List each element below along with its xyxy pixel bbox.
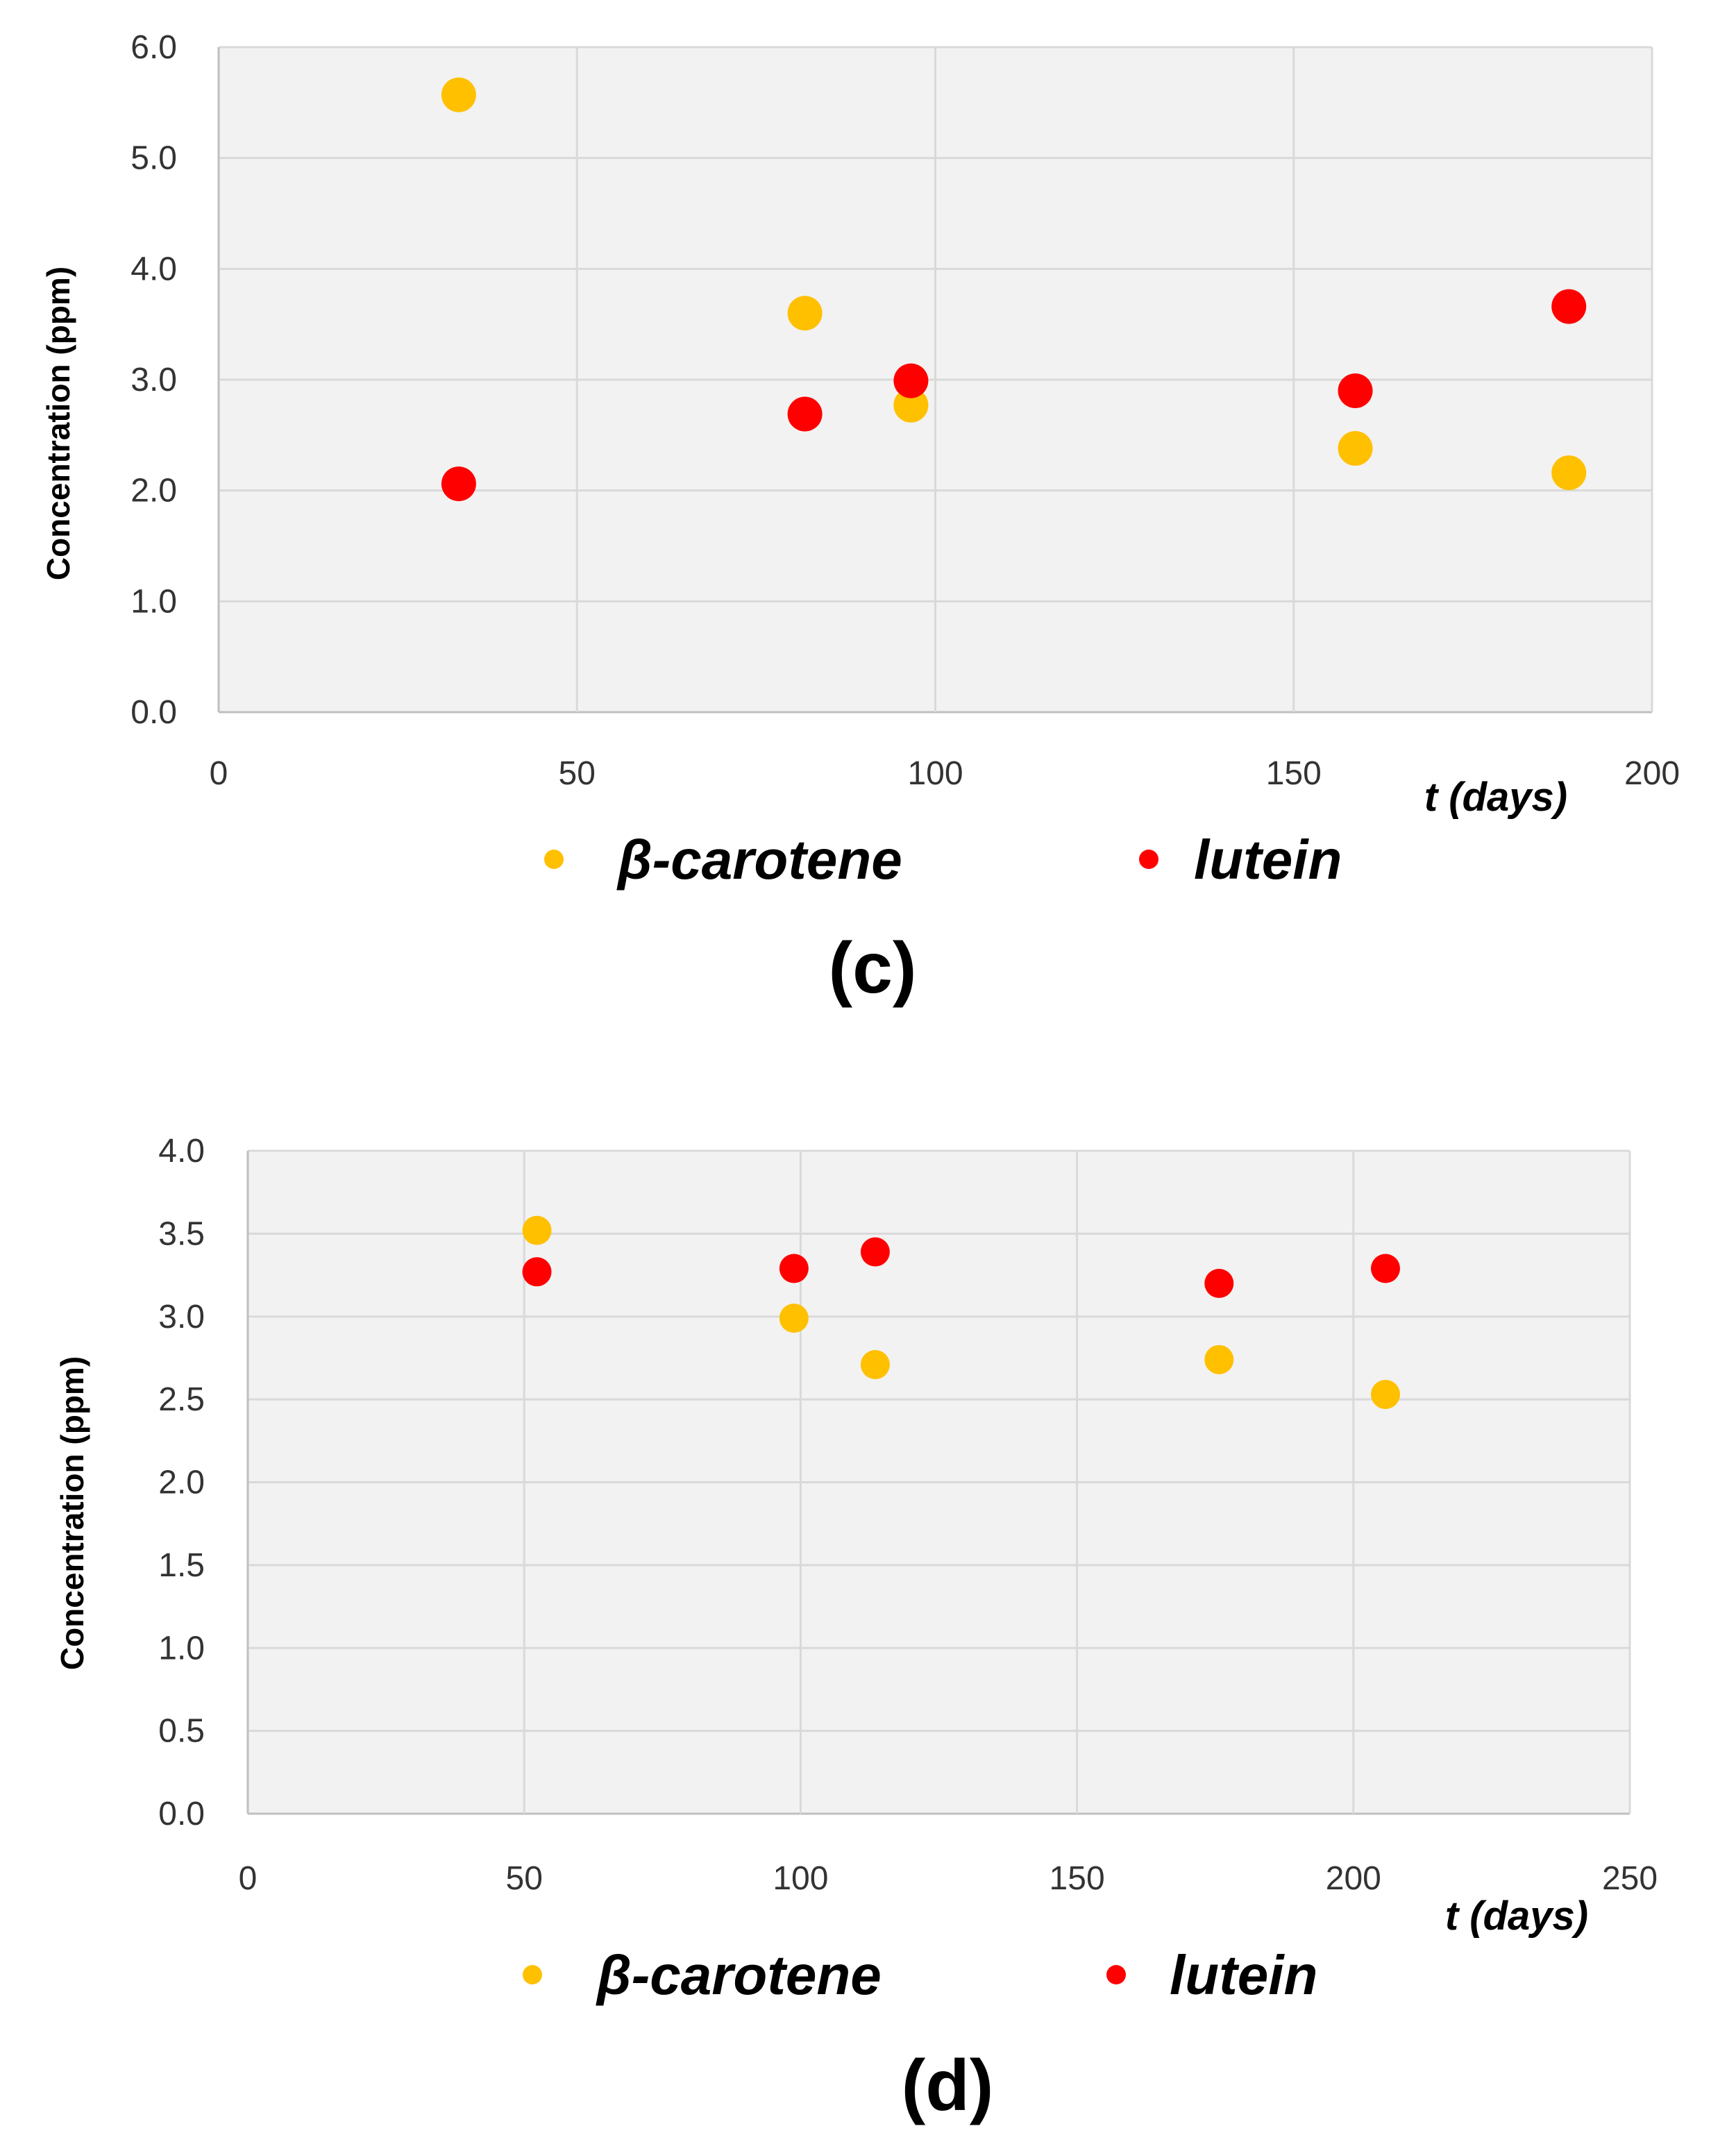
legend-entry: lutein [1194,829,1342,891]
y-tick-label: 3.5 [158,1215,205,1252]
legend-marker [544,850,564,869]
x-tick-label: 50 [559,755,596,792]
y-tick-label: 2.0 [130,473,177,509]
series-beta-carotene [522,1215,1400,1409]
y-axis-title: Concentration (ppm) [54,1356,90,1670]
y-tick-label: 2.5 [158,1381,205,1418]
legend-entry: β-carotene [616,829,902,891]
panel-label: (d) [902,2046,994,2126]
y-tick-label: 4.0 [158,1133,205,1170]
data-point [1370,1379,1400,1409]
y-tick-label: 5.0 [130,140,177,177]
data-point [1338,373,1373,408]
data-point [1551,455,1587,491]
y-tick-label: 1.5 [158,1547,205,1584]
data-point [860,1237,890,1267]
legend-entry: β-carotene [596,1944,882,2006]
x-tick-label: 150 [1266,755,1322,792]
data-point [779,1304,809,1333]
x-tick-label: 250 [1602,1860,1658,1897]
y-tick-label: 6.0 [130,29,177,66]
y-tick-label: 0.0 [130,694,177,731]
legend-marker [1139,850,1158,869]
data-point [779,1254,809,1283]
data-point [787,296,823,331]
chart-panel-1: 0.0 0.5 1.0 1.5 2.0 2.5 3.0 3.5 4.0 0 50 100 150 200 2… [54,1133,1658,2126]
data-point [1204,1344,1234,1374]
legend-marker [523,1965,542,1984]
x-tick-label: 0 [210,755,228,792]
x-tick-label: 0 [239,1860,258,1897]
panel-label: (c) [828,928,916,1009]
data-point [522,1257,552,1287]
data-point [787,396,823,432]
x-tick-label: 100 [773,1860,828,1897]
x-tick-label: 150 [1050,1860,1105,1897]
data-point [860,1349,890,1379]
x-axis-title: t (days) [1424,775,1567,820]
series-lutein [441,289,1587,502]
data-point [441,77,476,112]
x-tick-label: 200 [1326,1860,1381,1897]
y-tick-label: 2.0 [158,1465,205,1501]
y-tick-label: 0.0 [158,1796,205,1832]
legend-marker [1106,1965,1126,1984]
y-tick-label: 4.0 [130,251,177,287]
data-point [522,1215,552,1245]
data-point [1551,289,1587,324]
y-axis-title: Concentration (ppm) [40,267,76,580]
series-lutein [522,1237,1400,1298]
data-point [893,363,929,398]
y-tick-label: 3.0 [158,1299,205,1335]
y-tick-label: 1.0 [130,583,177,620]
data-point [1338,430,1373,466]
chart-panel-0: 0.0 1.0 2.0 3.0 4.0 5.0 6.0 0 50 100 150 200 Concent… [40,29,1680,1009]
x-axis-title: t (days) [1445,1894,1588,1939]
y-tick-label: 3.0 [130,362,177,398]
data-point [1370,1254,1400,1283]
x-tick-label: 200 [1624,755,1680,792]
legend-entry: lutein [1170,1944,1317,2006]
data-point [441,466,476,502]
data-point [1204,1269,1234,1298]
x-tick-label: 100 [907,755,963,792]
y-tick-label: 0.5 [158,1713,205,1750]
x-tick-label: 50 [506,1860,543,1897]
y-tick-label: 1.0 [158,1630,205,1667]
series-beta-carotene [441,77,1587,491]
data-point [893,387,929,423]
